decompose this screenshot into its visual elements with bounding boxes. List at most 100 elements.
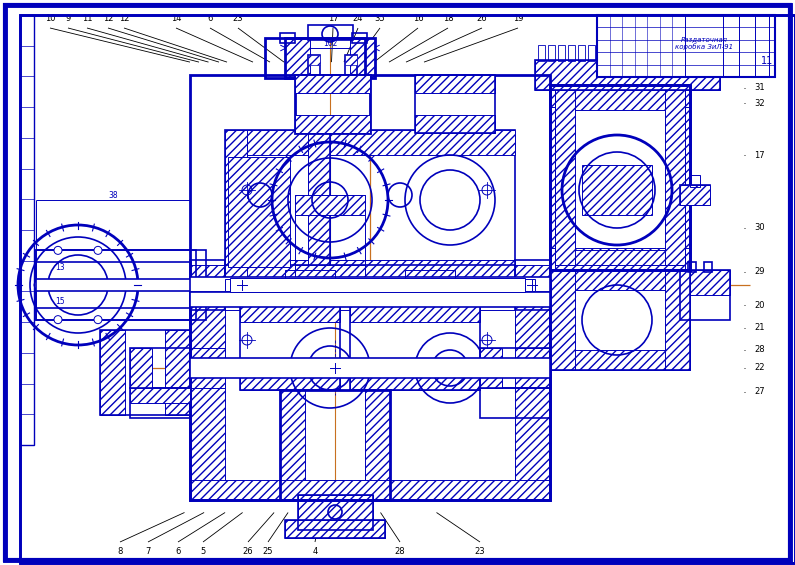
Text: 6: 6 [207, 14, 213, 23]
Bar [345, 55, 357, 75]
Bar [240, 300, 340, 390]
Bar [190, 260, 225, 310]
Bar [36, 285, 206, 320]
Text: Раздаточная
коробка ЗиЛ-91: Раздаточная коробка ЗиЛ-91 [675, 36, 733, 50]
Text: 24: 24 [353, 14, 363, 23]
Bar [628, 45, 635, 61]
Bar [190, 75, 550, 280]
Bar [295, 75, 370, 133]
Bar [330, 260, 515, 285]
Text: 29: 29 [754, 267, 765, 276]
Bar [568, 45, 575, 61]
Bar [680, 270, 730, 295]
Bar [295, 265, 365, 285]
Bar [330, 130, 515, 285]
Bar [665, 270, 690, 370]
Text: 9: 9 [65, 14, 71, 23]
Bar [515, 260, 550, 310]
Bar [190, 277, 550, 292]
Text: 25: 25 [263, 547, 273, 556]
Circle shape [54, 246, 62, 254]
Bar [538, 45, 545, 61]
Bar [648, 45, 655, 61]
Bar [690, 175, 700, 187]
Bar [550, 248, 690, 270]
Text: 12: 12 [118, 14, 130, 23]
Bar [225, 265, 515, 305]
Bar [582, 165, 652, 215]
Text: 102: 102 [323, 40, 337, 49]
Bar [190, 292, 550, 307]
Text: 14: 14 [171, 14, 181, 23]
Text: 22: 22 [754, 363, 765, 372]
Text: 31: 31 [754, 84, 765, 93]
Bar [228, 157, 290, 267]
Text: 27: 27 [754, 388, 765, 397]
Bar [308, 25, 353, 40]
Bar [708, 45, 715, 61]
Text: 18: 18 [443, 14, 453, 23]
Bar [555, 90, 685, 265]
Bar [285, 520, 385, 538]
Bar [515, 280, 550, 500]
Bar [190, 265, 225, 305]
Bar [550, 350, 690, 370]
Bar [405, 270, 455, 285]
Bar [190, 280, 550, 500]
Bar [618, 45, 625, 61]
Bar [225, 130, 330, 155]
Bar [190, 358, 550, 378]
Bar [190, 280, 550, 290]
Bar [555, 250, 685, 270]
Bar [597, 15, 775, 77]
Bar [130, 348, 152, 388]
Bar [555, 90, 685, 110]
Text: 21: 21 [754, 324, 765, 332]
Bar [100, 330, 190, 415]
Text: 23: 23 [233, 14, 243, 23]
Bar [225, 260, 330, 285]
Text: 13: 13 [55, 263, 65, 272]
Bar [548, 45, 555, 61]
Bar [365, 390, 390, 500]
Circle shape [94, 246, 102, 254]
Text: 8: 8 [118, 547, 122, 556]
Bar [240, 300, 340, 322]
Bar [688, 45, 695, 61]
Text: 17: 17 [328, 14, 339, 23]
Bar [680, 185, 710, 205]
Text: 5: 5 [200, 547, 206, 556]
Text: 32: 32 [754, 98, 765, 107]
Bar [350, 300, 480, 390]
Bar [345, 55, 357, 65]
Text: 4: 4 [312, 547, 318, 556]
Bar [280, 390, 390, 500]
Text: 28: 28 [754, 346, 765, 354]
Bar [678, 45, 685, 61]
Text: 11: 11 [82, 14, 92, 23]
Bar [130, 388, 190, 403]
Bar [680, 270, 730, 320]
Text: 26: 26 [242, 547, 254, 556]
Bar [658, 45, 665, 61]
Bar [680, 185, 710, 205]
Bar [36, 250, 206, 285]
Bar [480, 388, 550, 418]
Bar [665, 90, 685, 265]
Bar [515, 348, 550, 388]
Bar [550, 270, 690, 290]
Bar [330, 130, 515, 155]
Bar [225, 279, 535, 291]
Bar [638, 45, 645, 61]
Bar [295, 195, 365, 215]
Bar [350, 38, 375, 78]
Bar [668, 45, 675, 61]
Text: 16: 16 [413, 14, 423, 23]
Bar [698, 45, 705, 61]
Bar [130, 388, 190, 418]
Bar [308, 55, 320, 75]
Bar [295, 115, 370, 133]
Bar [415, 75, 495, 133]
Bar [295, 75, 370, 93]
Bar [550, 85, 572, 270]
